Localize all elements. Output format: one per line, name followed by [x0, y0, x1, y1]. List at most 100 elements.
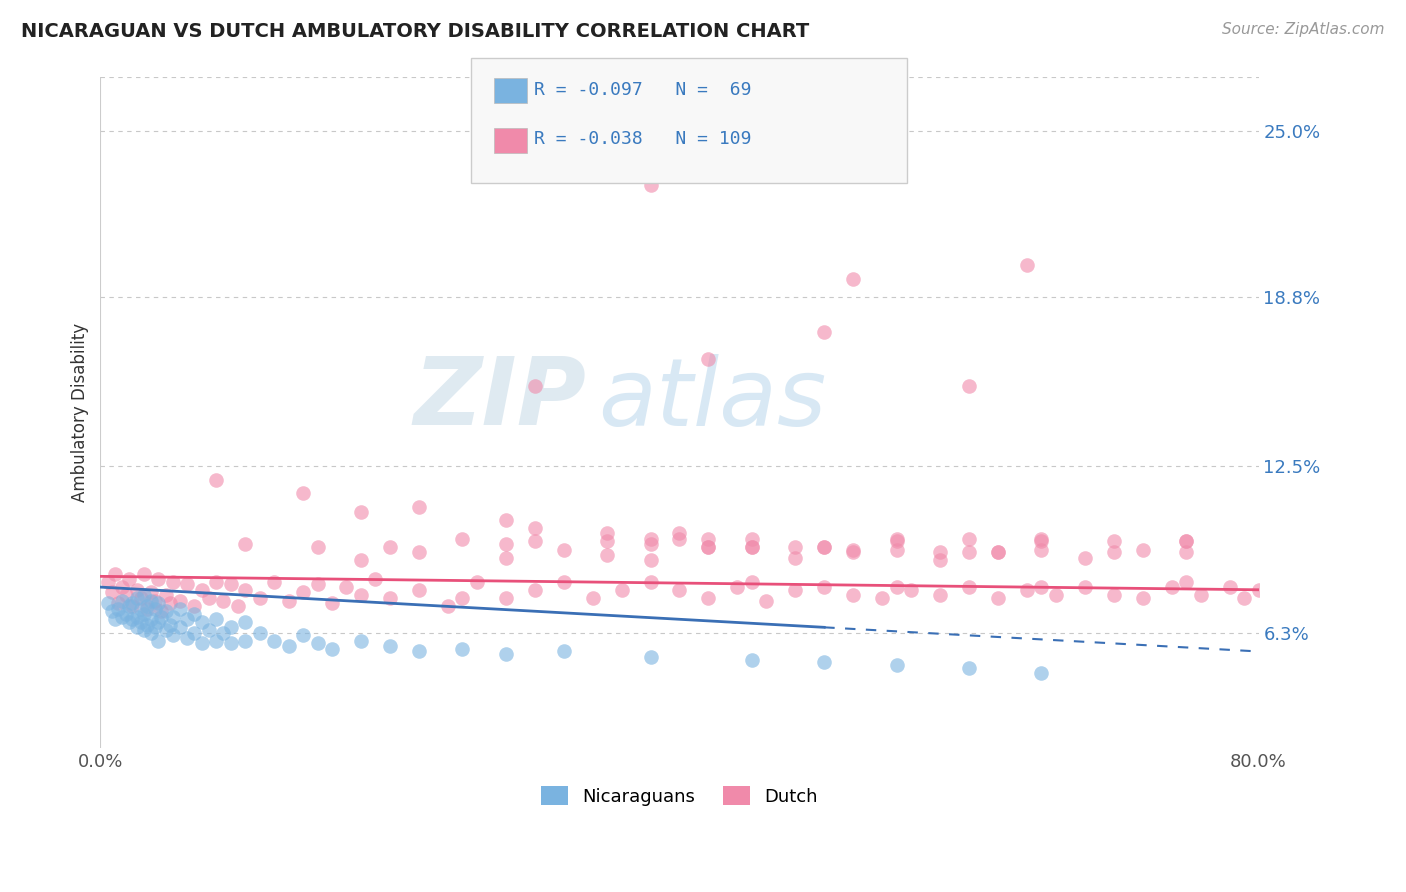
Point — [451, 641, 474, 656]
Point — [350, 633, 373, 648]
Point — [1189, 588, 1212, 602]
Point — [886, 534, 908, 549]
Point — [115, 607, 138, 621]
Point — [813, 580, 835, 594]
Point — [139, 612, 162, 626]
Point — [668, 532, 690, 546]
Point — [118, 572, 141, 586]
Point — [121, 596, 143, 610]
Point — [190, 636, 212, 650]
Point — [129, 591, 152, 605]
Point — [148, 572, 170, 586]
Point — [495, 513, 517, 527]
Point — [378, 591, 401, 605]
Point — [523, 582, 546, 597]
Point — [1175, 545, 1198, 559]
Point — [842, 545, 865, 559]
Point — [1031, 665, 1053, 680]
Point — [97, 596, 120, 610]
Point — [350, 505, 373, 519]
Point — [190, 582, 212, 597]
Point — [451, 532, 474, 546]
Point — [596, 534, 619, 549]
Point — [292, 585, 315, 599]
Point — [886, 542, 908, 557]
Point — [1247, 582, 1270, 597]
Point — [212, 625, 235, 640]
Point — [842, 542, 865, 557]
Point — [408, 644, 430, 658]
Y-axis label: Ambulatory Disability: Ambulatory Disability — [72, 323, 89, 502]
Point — [183, 607, 205, 621]
Point — [451, 591, 474, 605]
Point — [1102, 534, 1125, 549]
Point — [135, 601, 157, 615]
Point — [125, 591, 148, 605]
Point — [350, 588, 373, 602]
Point — [785, 550, 807, 565]
Point — [155, 604, 177, 618]
Point — [1074, 550, 1097, 565]
Point — [785, 540, 807, 554]
Point — [987, 545, 1010, 559]
Point — [1175, 574, 1198, 589]
Point — [987, 591, 1010, 605]
Point — [135, 599, 157, 613]
Point — [198, 623, 221, 637]
Point — [1015, 258, 1038, 272]
Point — [169, 593, 191, 607]
Point — [523, 534, 546, 549]
Point — [101, 585, 124, 599]
Point — [148, 615, 170, 629]
Point — [249, 591, 271, 605]
Point — [987, 545, 1010, 559]
Point — [155, 588, 177, 602]
Point — [1102, 588, 1125, 602]
Point — [159, 617, 181, 632]
Point — [125, 609, 148, 624]
Point — [870, 591, 893, 605]
Point — [553, 574, 575, 589]
Point — [205, 473, 228, 487]
Point — [1045, 588, 1067, 602]
Point — [205, 574, 228, 589]
Point — [145, 601, 167, 615]
Point — [132, 607, 155, 621]
Point — [321, 596, 343, 610]
Point — [101, 604, 124, 618]
Point — [1132, 542, 1154, 557]
Point — [640, 649, 662, 664]
Point — [640, 178, 662, 192]
Point — [886, 532, 908, 546]
Point — [1031, 580, 1053, 594]
Point — [335, 580, 357, 594]
Point — [813, 655, 835, 669]
Point — [145, 593, 167, 607]
Point — [176, 577, 198, 591]
Point — [495, 647, 517, 661]
Point — [169, 601, 191, 615]
Point — [1175, 534, 1198, 549]
Point — [125, 620, 148, 634]
Point — [129, 615, 152, 629]
Point — [183, 599, 205, 613]
Point — [150, 604, 173, 618]
Point — [277, 593, 299, 607]
Point — [307, 540, 329, 554]
Point — [1160, 580, 1182, 594]
Point — [495, 537, 517, 551]
Point — [1175, 534, 1198, 549]
Point — [741, 532, 763, 546]
Point — [1233, 591, 1256, 605]
Point — [1219, 580, 1241, 594]
Point — [640, 532, 662, 546]
Point — [596, 526, 619, 541]
Point — [104, 566, 127, 581]
Point — [523, 379, 546, 393]
Point — [1031, 542, 1053, 557]
Point — [465, 574, 488, 589]
Point — [249, 625, 271, 640]
Point — [668, 582, 690, 597]
Point — [148, 633, 170, 648]
Point — [596, 548, 619, 562]
